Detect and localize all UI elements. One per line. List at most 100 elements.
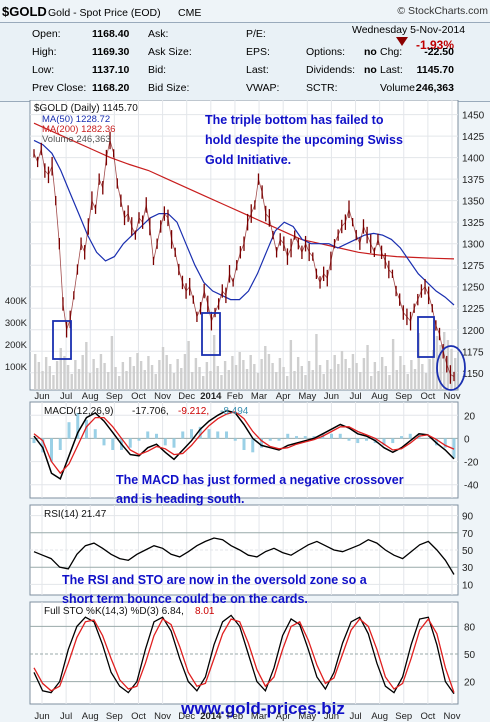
volume-bar (289, 340, 293, 390)
macd-histogram-bar (67, 422, 71, 439)
volume-bar (223, 361, 227, 390)
price-month-label: Oct (131, 391, 146, 402)
price-month-label: Dec (178, 391, 195, 402)
price-annotation: Gold Initiative. (205, 153, 291, 167)
price-tick-label: 1150 (462, 369, 484, 380)
price-month-label: Oct (420, 391, 435, 402)
volume-bar (41, 371, 44, 390)
quote-label: Prev Close: (32, 82, 87, 94)
bottom-month-label: Nov (444, 711, 461, 722)
volume-bar (191, 372, 194, 390)
volume-bar (366, 345, 369, 390)
bottom-marker-box (52, 320, 72, 360)
macd-histogram-bar (190, 429, 193, 439)
quote-label: Low: (32, 64, 55, 76)
chart-canvas: 1150 1175 1200 1225 1250 1275 1300 1325 1350 1375… (5, 100, 485, 722)
quote-label: Last: (380, 64, 403, 76)
quote-change-pct: -1.93% (415, 38, 454, 52)
macd-histogram-bar (41, 438, 45, 453)
volume-bar (264, 346, 267, 390)
quote-label: VWAP: (246, 82, 280, 94)
price-month-label: Jul (60, 391, 72, 402)
macd-histogram-bar (163, 438, 167, 446)
volume-bar (271, 363, 274, 390)
volume-bar (161, 347, 165, 390)
bottom-month-label: Oct (420, 711, 435, 722)
macd-histogram-bar (233, 438, 237, 441)
bottom-month-label: Apr (276, 711, 291, 722)
volume-bar (198, 367, 201, 390)
volume-bar (340, 351, 344, 390)
volume-bar (165, 355, 168, 390)
quote-value: no (364, 64, 377, 76)
quote-label: Ask: (148, 28, 169, 40)
price-legend-title: $GOLD (Daily) 1145.70 (34, 103, 138, 114)
volume-bar (344, 359, 347, 390)
bottom-month-label: Nov (154, 711, 171, 722)
macd-histogram-bar (268, 438, 272, 441)
volume-bar (443, 332, 446, 390)
quote-label: Bid: (148, 64, 167, 76)
volume-bar (103, 363, 106, 390)
rsi-tick-label: 90 (462, 512, 474, 523)
bottom-month-label: Jun (34, 711, 49, 722)
volume-bar (373, 362, 377, 390)
quote-value: 1168.20 (92, 82, 130, 94)
price-annotation: The triple bottom has failed to (205, 113, 384, 127)
volume-bar (52, 375, 55, 390)
quote-label: Ask Size: (148, 46, 192, 58)
volume-bar (256, 373, 260, 390)
volume-bar (286, 376, 289, 390)
macd-histogram-bar (391, 438, 395, 444)
volume-bar (446, 340, 450, 390)
macd-histogram-bar (338, 433, 342, 439)
sto-tick-label: 80 (464, 622, 476, 633)
macd-histogram-bar (93, 429, 97, 439)
macd-histogram-bar (111, 438, 115, 450)
header-exchange: CME (178, 7, 201, 19)
volume-bar (176, 359, 179, 390)
quote-label: Volume: (380, 82, 418, 94)
volume-bar (450, 349, 453, 390)
macd-histogram-bar (312, 436, 316, 439)
macd-histogram-bar (181, 431, 185, 439)
volume-bar (169, 364, 172, 390)
rsi-line (33, 537, 455, 575)
bottom-marker-box (201, 312, 221, 356)
quote-label: SCTR: (306, 82, 338, 94)
header-source: © StockCharts.com (397, 5, 488, 17)
volume-bar (158, 360, 161, 390)
volume-bar (380, 357, 384, 390)
sto-legend-title: Full STO %K(14,3) %D(3) 6.84, (44, 606, 184, 617)
down-arrow-icon (396, 37, 408, 46)
volume-bar (315, 334, 318, 390)
macd-tick-label: -20 (464, 458, 479, 469)
volume-bar (107, 372, 110, 390)
macd-histogram-bar (225, 431, 228, 439)
quote-value: 1145.70 (416, 64, 454, 76)
volume-bar (154, 374, 157, 390)
volume-bar (399, 356, 402, 390)
macd-histogram-bar (260, 438, 263, 448)
bottom-month-label: Jun (324, 711, 339, 722)
volume-bar (88, 373, 92, 390)
volume-bar (326, 360, 329, 390)
rsi-annotation: The RSI and STO are now in the oversold … (62, 573, 368, 587)
quote-label: Dividends: (306, 64, 356, 76)
volume-bar (143, 370, 146, 390)
volume-bar (351, 354, 355, 390)
volume-bar (55, 361, 59, 390)
macd-legend-hist: -8.494 (220, 406, 249, 417)
ma50-legend: MA(50) 1228.72 (42, 114, 110, 125)
macd-histogram-bar (443, 438, 447, 448)
volume-bar (267, 354, 271, 390)
macd-annotation: and is heading south. (116, 492, 244, 506)
macd-legend-title: MACD(12,26,9) (44, 406, 113, 417)
volume-bar (391, 339, 395, 390)
volume-bar (85, 342, 88, 390)
rsi-tick-label: 50 (462, 546, 474, 557)
volume-bar (242, 360, 245, 390)
macd-histogram-bar (128, 438, 132, 448)
volume-bar (70, 374, 73, 390)
quote-value: 1169.30 (92, 46, 130, 58)
